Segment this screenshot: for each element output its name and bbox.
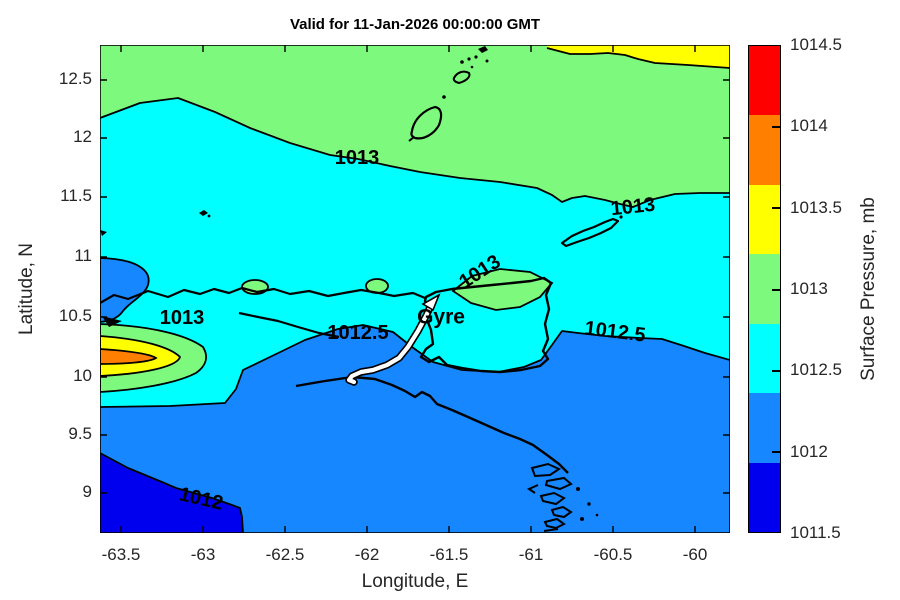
colorbar-tick [772,126,780,128]
delta-islet [580,517,584,521]
colorbar-tick-label: 1011.5 [790,523,841,542]
grenadines-islet [474,55,478,59]
gyre-annotation: Gyre [417,306,465,329]
colorbar-label: Surface Pressure, mb [858,197,879,381]
y-tick-label: 11 [74,246,92,265]
y-tick-label: 10.5 [58,306,92,325]
colorbar-band-darkblue [749,462,780,532]
contour-label-1013-nw: 1013 [335,147,380,169]
colorbar-band-cyan [749,323,780,394]
tobago-coastline [560,217,620,248]
x-tick-label: -62.5 [265,545,305,564]
colorbar-band-red [749,46,780,116]
darkblue-region-southwest [100,453,243,533]
contour-label-1013-w: 1013 [160,307,205,329]
colorbar-tick-label: 1014 [790,116,828,135]
grenadines-islet [467,57,471,61]
y-tick-label: 9.5 [68,424,92,443]
colorbar-tick-label: 1012 [790,442,828,461]
colorbar-band-green [749,254,780,324]
colorbar-tick [772,370,780,372]
y-axis-label: Latitude, N [16,243,37,335]
colorbar-band-blue [749,393,780,463]
grenadines-islet [460,60,464,64]
figure-title: Valid for 11-Jan-2026 00:00:00 GMT [289,16,541,33]
x-tick-label: -60 [682,545,708,564]
grenada-coastline [410,105,443,140]
grenada-tail [408,136,415,142]
islet-west-cluster [199,210,208,216]
x-tick-label: -63 [190,545,216,564]
y-tick-label: 10 [73,366,92,385]
colorbar-tick-label: 1014.5 [790,35,842,54]
green-region-north [100,45,730,207]
contour-line-1013-north [99,97,730,208]
delta-islet [595,513,599,517]
y-tick-label: 11.5 [60,186,92,205]
grenadines-islet [470,65,474,69]
islet-left-edge [100,230,107,236]
venezuela-south-coastline [295,375,569,474]
colorbar-tick-label: 1013 [790,279,828,298]
y-tick-label: 12.5 [58,69,92,88]
grenadines-islet [442,95,446,99]
carriacou-coastline [452,70,471,85]
delta-islet [587,502,591,506]
contour-map: 1013 1013 1013 1013 1012.5 1012.5 1012 G… [99,44,731,534]
x-tick-label: -61 [518,545,544,564]
tobago-islet [619,215,623,219]
colorbar-tick [772,451,780,453]
colorbar-tick [772,207,780,209]
contour-label-1012p5-w: 1012.5 [327,322,388,344]
contour-line-1012 [99,452,244,534]
x-axis-label: Longitude, E [361,571,469,592]
green-patch-trinidad [451,268,554,311]
paria-south-coastline [238,311,340,339]
colorbar-tick-label: 1012.5 [790,360,842,379]
x-tick-label: -60.5 [593,545,633,564]
stvincent-islet-dot [485,59,489,63]
coastline-fragment-west [102,316,122,327]
gyre-track-arrowhead [421,293,441,312]
y-tick-label: 9 [82,482,92,501]
yellow-region-northeast [547,45,730,68]
gyre-track [346,300,435,385]
islet-west-dot [207,214,211,218]
contour-line-1013p5 [546,47,731,69]
stvincent-islet [478,46,488,53]
colorbar-tick-label: 1013.5 [790,198,842,217]
axis-ticks [100,45,730,533]
x-tick-label: -63.5 [101,545,141,564]
orinoco-delta-coastline [526,462,573,532]
colorbar-band-yellow [749,184,780,255]
x-tick-label: -61.5 [429,545,469,564]
colorbar [748,45,781,533]
x-tick-label: -62 [354,545,380,564]
delta-islet [576,487,580,491]
high-core-orange [99,348,158,365]
paria-north-coastline [99,286,426,304]
trinidad-coastline [419,276,553,374]
map-plot-area: 1013 1013 1013 1013 1012.5 1012.5 1012 G… [99,44,731,534]
blue-region-south [100,325,730,533]
contour-label-1013-ne: 1013 [610,194,657,221]
contour-line-1012p5 [99,324,731,408]
colorbar-tick [772,289,780,291]
y-tick-label: 12 [73,127,92,146]
